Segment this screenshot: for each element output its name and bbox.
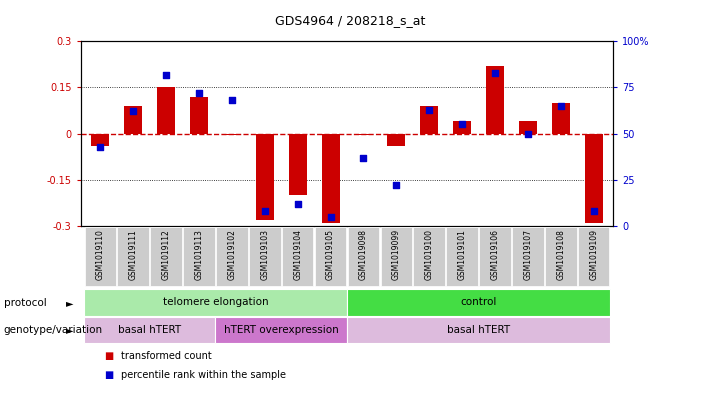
Text: GSM1019104: GSM1019104 (293, 229, 302, 280)
Text: GSM1019109: GSM1019109 (589, 229, 598, 280)
Text: basal hTERT: basal hTERT (447, 325, 510, 334)
Text: GSM1019101: GSM1019101 (458, 229, 467, 280)
Point (489, 70, 501, 76)
Text: GSM1019103: GSM1019103 (260, 229, 269, 280)
Bar (453, 121, 471, 134)
FancyBboxPatch shape (282, 227, 313, 286)
Text: GDS4964 / 208218_s_at: GDS4964 / 208218_s_at (275, 14, 426, 27)
FancyBboxPatch shape (85, 227, 116, 286)
FancyBboxPatch shape (84, 317, 215, 343)
Bar (420, 106, 438, 134)
Bar (91, 134, 109, 146)
Point (358, 154, 369, 161)
Text: control: control (461, 297, 497, 307)
FancyBboxPatch shape (348, 227, 379, 286)
Bar (157, 87, 175, 134)
Text: GSM1019113: GSM1019113 (194, 229, 203, 280)
Text: GSM1019107: GSM1019107 (524, 229, 532, 280)
FancyBboxPatch shape (578, 227, 609, 286)
Bar (289, 134, 307, 195)
Text: GSM1019111: GSM1019111 (129, 229, 137, 280)
Point (259, 208, 271, 214)
Text: GSM1019105: GSM1019105 (326, 229, 335, 280)
FancyBboxPatch shape (479, 227, 511, 286)
Bar (486, 66, 504, 134)
Text: ►: ► (67, 298, 74, 308)
Point (128, 108, 139, 115)
FancyBboxPatch shape (347, 317, 610, 343)
Text: ►: ► (67, 325, 74, 335)
Bar (190, 97, 208, 134)
Bar (387, 134, 405, 146)
FancyBboxPatch shape (315, 227, 346, 286)
Text: telomere elongation: telomere elongation (163, 297, 268, 307)
FancyBboxPatch shape (183, 227, 215, 286)
Point (555, 103, 566, 109)
Text: GSM1019112: GSM1019112 (162, 229, 170, 280)
Text: percentile rank within the sample: percentile rank within the sample (121, 369, 286, 380)
FancyBboxPatch shape (447, 227, 478, 286)
FancyBboxPatch shape (347, 289, 610, 316)
Text: protocol: protocol (4, 298, 46, 308)
Bar (256, 134, 274, 220)
Text: transformed count: transformed count (121, 351, 212, 361)
FancyBboxPatch shape (216, 227, 247, 286)
FancyBboxPatch shape (84, 289, 347, 316)
Point (292, 201, 304, 207)
FancyBboxPatch shape (249, 227, 280, 286)
Text: GSM1019102: GSM1019102 (227, 229, 236, 280)
Text: GSM1019108: GSM1019108 (557, 229, 565, 280)
Point (161, 72, 172, 78)
Point (325, 214, 336, 220)
Text: basal hTERT: basal hTERT (118, 325, 182, 334)
FancyBboxPatch shape (545, 227, 576, 286)
Text: GSM1019099: GSM1019099 (392, 229, 401, 280)
Text: ■: ■ (104, 369, 114, 380)
Text: genotype/variation: genotype/variation (4, 325, 102, 335)
Bar (585, 134, 603, 223)
Point (95, 143, 106, 150)
Bar (322, 134, 339, 223)
Bar (552, 103, 570, 134)
Point (423, 107, 435, 113)
Point (390, 182, 402, 189)
Bar (124, 106, 142, 134)
FancyBboxPatch shape (381, 227, 412, 286)
Text: GSM1019110: GSM1019110 (96, 229, 105, 280)
FancyBboxPatch shape (118, 227, 149, 286)
Text: GSM1019098: GSM1019098 (359, 229, 368, 280)
Bar (519, 121, 537, 134)
Point (193, 90, 205, 96)
Bar (355, 134, 372, 135)
Text: GSM1019100: GSM1019100 (425, 229, 434, 280)
Text: hTERT overexpression: hTERT overexpression (224, 325, 339, 334)
Point (226, 97, 238, 103)
Text: GSM1019106: GSM1019106 (491, 229, 500, 280)
Point (588, 208, 599, 214)
Point (456, 121, 468, 127)
Text: ■: ■ (104, 351, 114, 361)
FancyBboxPatch shape (512, 227, 544, 286)
Bar (223, 134, 241, 135)
Point (522, 130, 533, 137)
FancyBboxPatch shape (150, 227, 182, 286)
FancyBboxPatch shape (215, 317, 347, 343)
FancyBboxPatch shape (414, 227, 445, 286)
